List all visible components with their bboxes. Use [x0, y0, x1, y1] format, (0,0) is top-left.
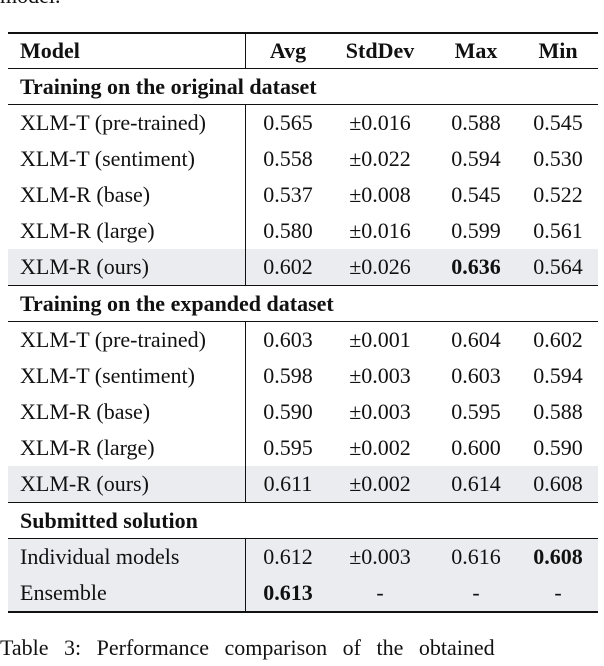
- row-highlight: [8, 466, 598, 502]
- value-cell: ±0.003: [349, 544, 411, 569]
- value-cell: 0.603: [263, 327, 313, 352]
- rule: [8, 104, 598, 105]
- column-rule: [245, 105, 246, 285]
- value-cell: 0.602: [263, 254, 313, 279]
- caption: Table 3: Performance comparison of the o…: [0, 635, 495, 660]
- model-cell: XLM-R (ours): [20, 254, 149, 279]
- header-cell: StdDev: [345, 38, 415, 63]
- model-cell: XLM-T (sentiment): [20, 146, 195, 171]
- section-title: Training on the expanded dataset: [20, 291, 334, 316]
- value-cell: -: [554, 580, 562, 605]
- section-title: Training on the original dataset: [20, 74, 317, 99]
- value-cell: 0.537: [263, 182, 313, 207]
- model-cell: XLM-T (pre-trained): [20, 110, 206, 135]
- row-highlight: [8, 575, 598, 611]
- value-cell: 0.608: [533, 544, 583, 569]
- model-cell: Individual models: [20, 544, 180, 569]
- value-cell: -: [376, 580, 384, 605]
- value-cell: ±0.016: [349, 110, 411, 135]
- value-cell: 0.594: [451, 146, 501, 171]
- value-cell: 0.614: [451, 471, 501, 496]
- model-cell: XLM-T (pre-trained): [20, 327, 206, 352]
- rule: [8, 32, 598, 34]
- row-highlight: [8, 539, 598, 575]
- model-cell: XLM-R (ours): [20, 471, 149, 496]
- value-cell: 0.594: [533, 363, 583, 388]
- model-cell: XLM-R (large): [20, 218, 155, 243]
- rule: [8, 285, 598, 286]
- value-cell: 0.522: [533, 182, 583, 207]
- value-cell: 0.602: [533, 327, 583, 352]
- value-cell: 0.600: [451, 435, 501, 460]
- value-cell: ±0.026: [349, 254, 411, 279]
- model-cell: XLM-T (sentiment): [20, 363, 195, 388]
- value-cell: 0.595: [451, 399, 501, 424]
- column-rule: [245, 539, 246, 611]
- rule: [8, 68, 598, 69]
- value-cell: 0.608: [533, 471, 583, 496]
- value-cell: 0.599: [451, 218, 501, 243]
- value-cell: 0.604: [451, 327, 501, 352]
- value-cell: 0.616: [451, 544, 501, 569]
- value-cell: 0.636: [451, 254, 501, 279]
- value-cell: 0.588: [451, 110, 501, 135]
- model-cell: XLM-R (base): [20, 399, 151, 424]
- value-cell: 0.561: [533, 218, 583, 243]
- value-cell: ±0.002: [349, 471, 411, 496]
- value-cell: 0.611: [263, 471, 313, 496]
- value-cell: 0.595: [263, 435, 313, 460]
- section-title: Submitted solution: [20, 508, 198, 533]
- value-cell: ±0.008: [349, 182, 411, 207]
- value-cell: ±0.003: [349, 363, 411, 388]
- value-cell: -: [472, 580, 480, 605]
- value-cell: ±0.001: [349, 327, 411, 352]
- value-cell: 0.598: [263, 363, 313, 388]
- header-cell: Model: [20, 38, 80, 63]
- value-cell: 0.588: [533, 399, 583, 424]
- value-cell: 0.612: [263, 544, 313, 569]
- value-cell: ±0.022: [349, 146, 411, 171]
- top-text: model.: [0, 0, 61, 14]
- value-cell: 0.590: [263, 399, 313, 424]
- header-cell: Avg: [269, 38, 307, 63]
- value-cell: 0.603: [451, 363, 501, 388]
- model-cell: XLM-R (base): [20, 182, 151, 207]
- value-cell: ±0.003: [349, 399, 411, 424]
- rule: [8, 321, 598, 322]
- value-cell: 0.558: [263, 146, 313, 171]
- model-cell: Ensemble: [20, 580, 107, 605]
- column-rule: [245, 322, 246, 502]
- value-cell: 0.530: [533, 146, 583, 171]
- value-cell: 0.580: [263, 218, 313, 243]
- column-rule: [245, 33, 246, 69]
- value-cell: 0.545: [533, 110, 583, 135]
- header-cell: Min: [538, 38, 578, 63]
- rule: [8, 538, 598, 539]
- value-cell: 0.545: [451, 182, 501, 207]
- row-highlight: [8, 249, 598, 285]
- header-cell: Max: [454, 38, 498, 63]
- model-cell: XLM-R (large): [20, 435, 155, 460]
- value-cell: 0.565: [263, 110, 313, 135]
- value-cell: ±0.016: [349, 218, 411, 243]
- value-cell: 0.613: [263, 580, 313, 605]
- rule: [8, 611, 598, 613]
- value-cell: 0.564: [533, 254, 583, 279]
- value-cell: 0.590: [533, 435, 583, 460]
- value-cell: ±0.002: [349, 435, 411, 460]
- rule: [8, 502, 598, 503]
